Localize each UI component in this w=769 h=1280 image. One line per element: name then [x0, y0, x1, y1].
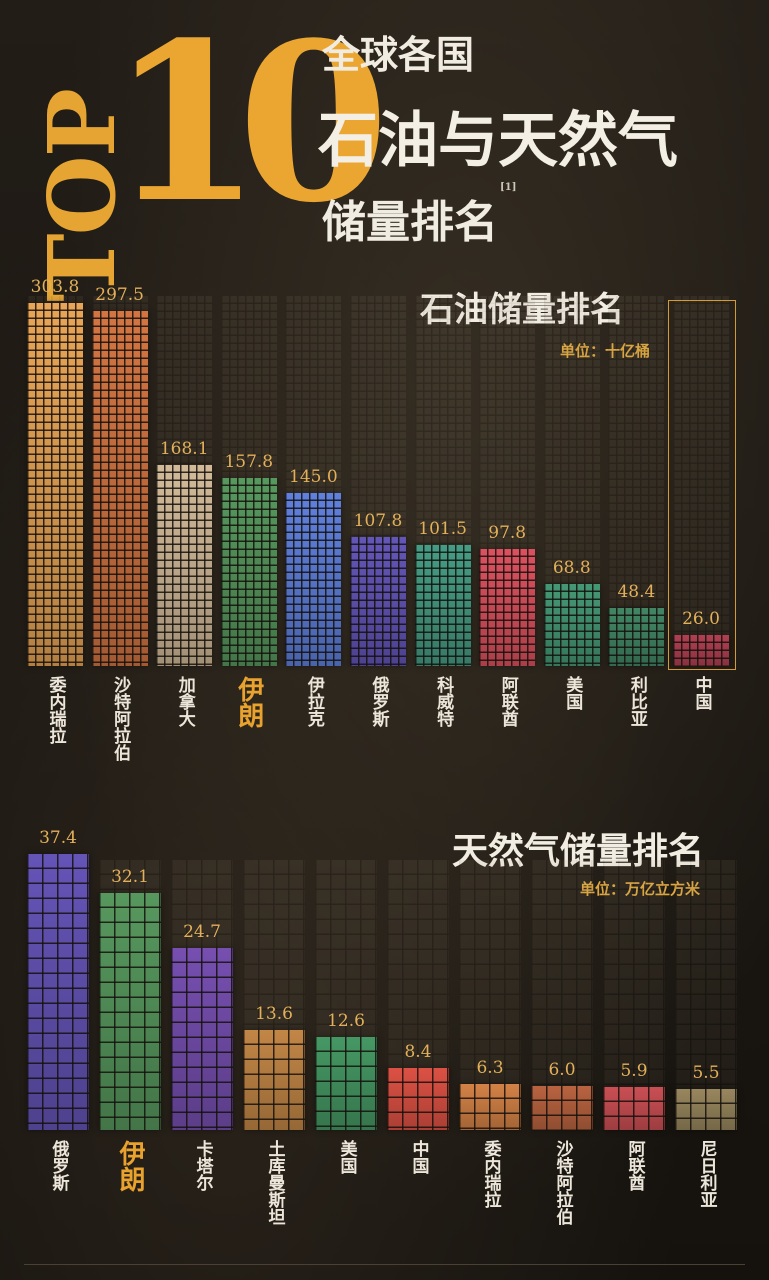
category-label: 尼日利亚 [696, 1140, 717, 1208]
bar-background-grid [608, 296, 665, 666]
data-label: 13.6 [255, 1003, 293, 1024]
bar-background-grid [673, 296, 729, 666]
bar [27, 303, 83, 666]
data-label: 168.1 [159, 439, 209, 460]
bar [459, 1083, 521, 1130]
bar [315, 1037, 377, 1130]
footnote-marker: [1] [500, 182, 517, 193]
data-label: 24.7 [183, 922, 221, 942]
category-label: 美国 [336, 1140, 357, 1174]
category-label: 阿联酋 [497, 676, 518, 727]
bar [350, 537, 406, 666]
bar [543, 583, 600, 666]
bar [171, 948, 233, 1130]
bar [673, 634, 729, 666]
oil-chart-unit: 单位：十亿桶 [560, 342, 651, 360]
bar [27, 854, 89, 1130]
category-label: 俄罗斯 [48, 1140, 69, 1191]
bar [531, 1085, 593, 1130]
data-label: 107.8 [353, 511, 403, 532]
bar [608, 608, 665, 666]
category-label: 利比亚 [626, 676, 647, 727]
oil-chart-title: 石油储量排名 [420, 290, 624, 330]
bottom-divider [24, 1264, 745, 1265]
data-label: 6.0 [548, 1059, 576, 1080]
bar [220, 477, 277, 666]
data-label: 101.5 [418, 518, 467, 539]
bar [91, 310, 148, 666]
data-label: 12.6 [327, 1011, 365, 1032]
category-label: 中国 [408, 1140, 429, 1174]
category-label: 伊拉克 [303, 676, 324, 727]
title-line-3: 储量排名[1] [322, 182, 516, 250]
category-label: 加拿大 [174, 676, 195, 727]
data-label: 8.4 [404, 1042, 432, 1063]
data-label: 68.8 [552, 557, 591, 578]
data-label: 37.4 [39, 828, 77, 849]
china-highlight-box [668, 300, 736, 670]
bar-background-grid [675, 860, 737, 1130]
data-label: 303.8 [30, 277, 80, 298]
bar [387, 1068, 449, 1130]
data-label: 48.4 [617, 582, 656, 603]
category-label: 伊朗 [115, 1140, 145, 1192]
category-label: 卡塔尔 [192, 1140, 213, 1191]
bar-background-grid [531, 860, 593, 1130]
title-line-1: 全球各国 [322, 32, 475, 77]
bar [243, 1029, 305, 1130]
category-label: 科威特 [433, 676, 454, 727]
data-label: 297.5 [95, 284, 144, 305]
title-line-3-text: 储量排名 [322, 197, 498, 248]
category-label: 沙特阿拉伯 [110, 676, 131, 761]
data-label: 5.9 [620, 1060, 648, 1081]
category-label: 中国 [691, 676, 712, 710]
bar-background-grid [603, 860, 665, 1130]
bar [479, 549, 536, 666]
gas-chart-unit: 单位：万亿立方米 [580, 880, 701, 898]
data-label: 6.3 [476, 1057, 504, 1078]
bar [285, 492, 342, 666]
data-label: 32.1 [111, 867, 149, 888]
category-label: 委内瑞拉 [480, 1140, 501, 1208]
data-label: 97.8 [488, 523, 527, 544]
bar [603, 1086, 665, 1130]
category-label: 伊朗 [233, 676, 264, 728]
category-label: 委内瑞拉 [45, 676, 66, 744]
gas-chart-title: 天然气储量排名 [452, 830, 705, 872]
data-label: 157.8 [224, 451, 274, 472]
data-label: 5.5 [692, 1063, 720, 1084]
data-label: 145.0 [289, 466, 338, 487]
data-label: 26.0 [682, 608, 720, 629]
bar [99, 893, 161, 1130]
category-label: 土库曼斯坦 [264, 1140, 285, 1225]
bar [156, 465, 213, 666]
category-label: 沙特阿拉伯 [552, 1140, 573, 1225]
category-label: 美国 [562, 676, 583, 710]
bar [675, 1089, 737, 1130]
bar [414, 544, 471, 666]
ten-number: 10 [110, 0, 389, 251]
title-line-2: 石油与天然气 [318, 106, 678, 176]
category-label: 俄罗斯 [368, 676, 389, 727]
category-label: 阿联酋 [624, 1140, 645, 1191]
